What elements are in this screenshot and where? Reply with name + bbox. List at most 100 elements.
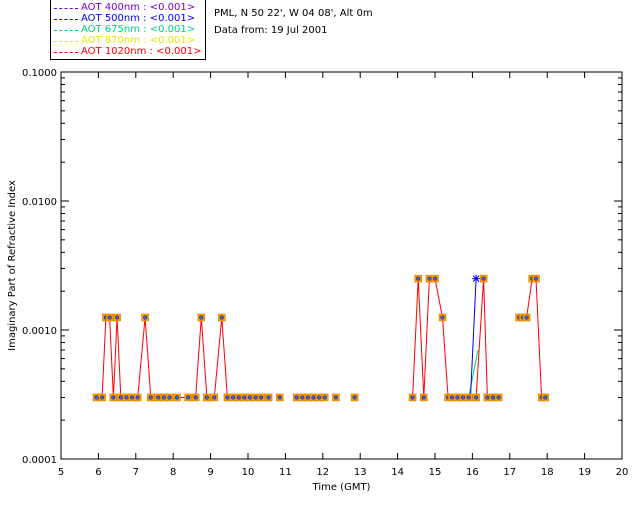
data-point-dot [100, 395, 105, 400]
data-point-dot [236, 395, 241, 400]
data-point-dot [455, 395, 460, 400]
data-point-dot [322, 395, 327, 400]
y-tick-label: 0.0010 [22, 326, 57, 337]
data-point-dot [161, 395, 166, 400]
legend-item-675nm: AOT 675nm : <0.001> [51, 24, 207, 36]
data-point-dot [115, 315, 120, 320]
data-point-dot [294, 395, 299, 400]
data-point-dot [148, 395, 153, 400]
data-point-dot [204, 395, 209, 400]
x-tick-label: 13 [354, 467, 367, 478]
data-point-dot [266, 395, 271, 400]
x-tick-label: 19 [578, 467, 591, 478]
data-point-dot [333, 395, 338, 400]
x-tick-label: 9 [207, 467, 213, 478]
data-point-dot [416, 276, 421, 281]
legend-item-400nm: AOT 400nm : <0.001> [51, 2, 207, 14]
data-point-dot [305, 395, 310, 400]
plot-frame [60, 71, 623, 460]
site-info: PML, N 50 22', W 04 08', Alt 0m [214, 8, 373, 19]
data-point-dot [253, 395, 258, 400]
data-point-dot [421, 395, 426, 400]
data-point-dot [440, 315, 445, 320]
data-point-dot [156, 395, 161, 400]
data-point-dot [242, 395, 247, 400]
data-point-dot [107, 315, 112, 320]
data-point-dot [111, 395, 116, 400]
data-point-dot [449, 395, 454, 400]
x-tick-label: 18 [541, 467, 554, 478]
data-point-dot [410, 395, 415, 400]
data-point-dot [461, 395, 466, 400]
legend: AOT 400nm : <0.001> AOT 500nm : <0.001> … [50, 0, 206, 60]
legend-item-500nm: AOT 500nm : <0.001> [51, 13, 207, 25]
data-point-dot [219, 315, 224, 320]
y-tick-label: 0.0100 [22, 197, 57, 208]
plot-area [92, 274, 550, 402]
x-tick-label: 5 [58, 467, 64, 478]
legend-label-675nm: AOT 675nm : <0.001> [81, 24, 196, 35]
x-tick-label: 14 [391, 467, 404, 478]
data-point-dot [118, 395, 123, 400]
x-tick-label: 7 [133, 467, 139, 478]
legend-swatch-400nm [54, 8, 78, 9]
data-point-dot [247, 395, 252, 400]
data-point-dot [167, 395, 172, 400]
legend-swatch-870nm [54, 41, 78, 42]
data-point-dot [485, 395, 490, 400]
y-axis-label: Imaginary Part of Refractive Index [7, 180, 18, 351]
data-point-dot [259, 395, 264, 400]
data-point-dot [543, 395, 548, 400]
legend-swatch-1020nm [54, 52, 78, 53]
data-point-dot [143, 315, 148, 320]
x-tick-label: 8 [170, 467, 176, 478]
data-point-dot [433, 276, 438, 281]
x-axis-label: Time (GMT) [312, 482, 371, 493]
x-tick-label: 6 [95, 467, 101, 478]
data-point-dot [174, 395, 179, 400]
data-point-dot [427, 276, 432, 281]
data-point-dot [311, 395, 316, 400]
data-point-dot [474, 395, 479, 400]
x-tick-label: 17 [503, 467, 516, 478]
x-tick-label: 16 [466, 467, 479, 478]
legend-label-500nm: AOT 500nm : <0.001> [81, 13, 196, 24]
star-marker-stroke [472, 275, 480, 283]
data-point-dot [466, 395, 471, 400]
legend-swatch-675nm [54, 30, 78, 31]
legend-item-870nm: AOT 870nm : <0.001> [51, 35, 207, 47]
y-tick-label: 0.1000 [22, 68, 57, 79]
x-tick-label: 12 [316, 467, 329, 478]
legend-label-870nm: AOT 870nm : <0.001> [81, 35, 196, 46]
data-point-dot [352, 395, 357, 400]
axes: 5 6 7 8 9 10 11 12 13 14 15 16 17 18 19 20 0.0001 0.0010 0… [7, 68, 628, 493]
data-point-dot [212, 395, 217, 400]
data-point-dot [135, 395, 140, 400]
x-tick-label: 11 [279, 467, 292, 478]
data-point-dot [124, 395, 129, 400]
series-line [519, 278, 546, 398]
data-point-dot [231, 395, 236, 400]
x-tick-label: 20 [616, 467, 629, 478]
series-line [412, 278, 499, 398]
data-point-dot [496, 395, 501, 400]
y-tick-label: 0.0001 [22, 455, 57, 466]
data-point-dot [186, 395, 191, 400]
legend-label-400nm: AOT 400nm : <0.001> [81, 2, 196, 13]
data-point-dot [533, 276, 538, 281]
data-point-dot [490, 395, 495, 400]
data-point-dot [94, 395, 99, 400]
legend-swatch-500nm [54, 19, 78, 20]
series-line [470, 278, 477, 398]
data-point-dot [317, 395, 322, 400]
date-info: Data from: 19 Jul 2001 [214, 25, 328, 36]
legend-item-1020nm: AOT 1020nm : <0.001> [51, 46, 207, 58]
data-point-dot [193, 395, 198, 400]
data-point-dot [225, 395, 230, 400]
x-tick-label: 15 [429, 467, 442, 478]
series-line [96, 317, 269, 398]
data-point-dot [300, 395, 305, 400]
data-point-dot [524, 315, 529, 320]
data-point-dot [277, 395, 282, 400]
